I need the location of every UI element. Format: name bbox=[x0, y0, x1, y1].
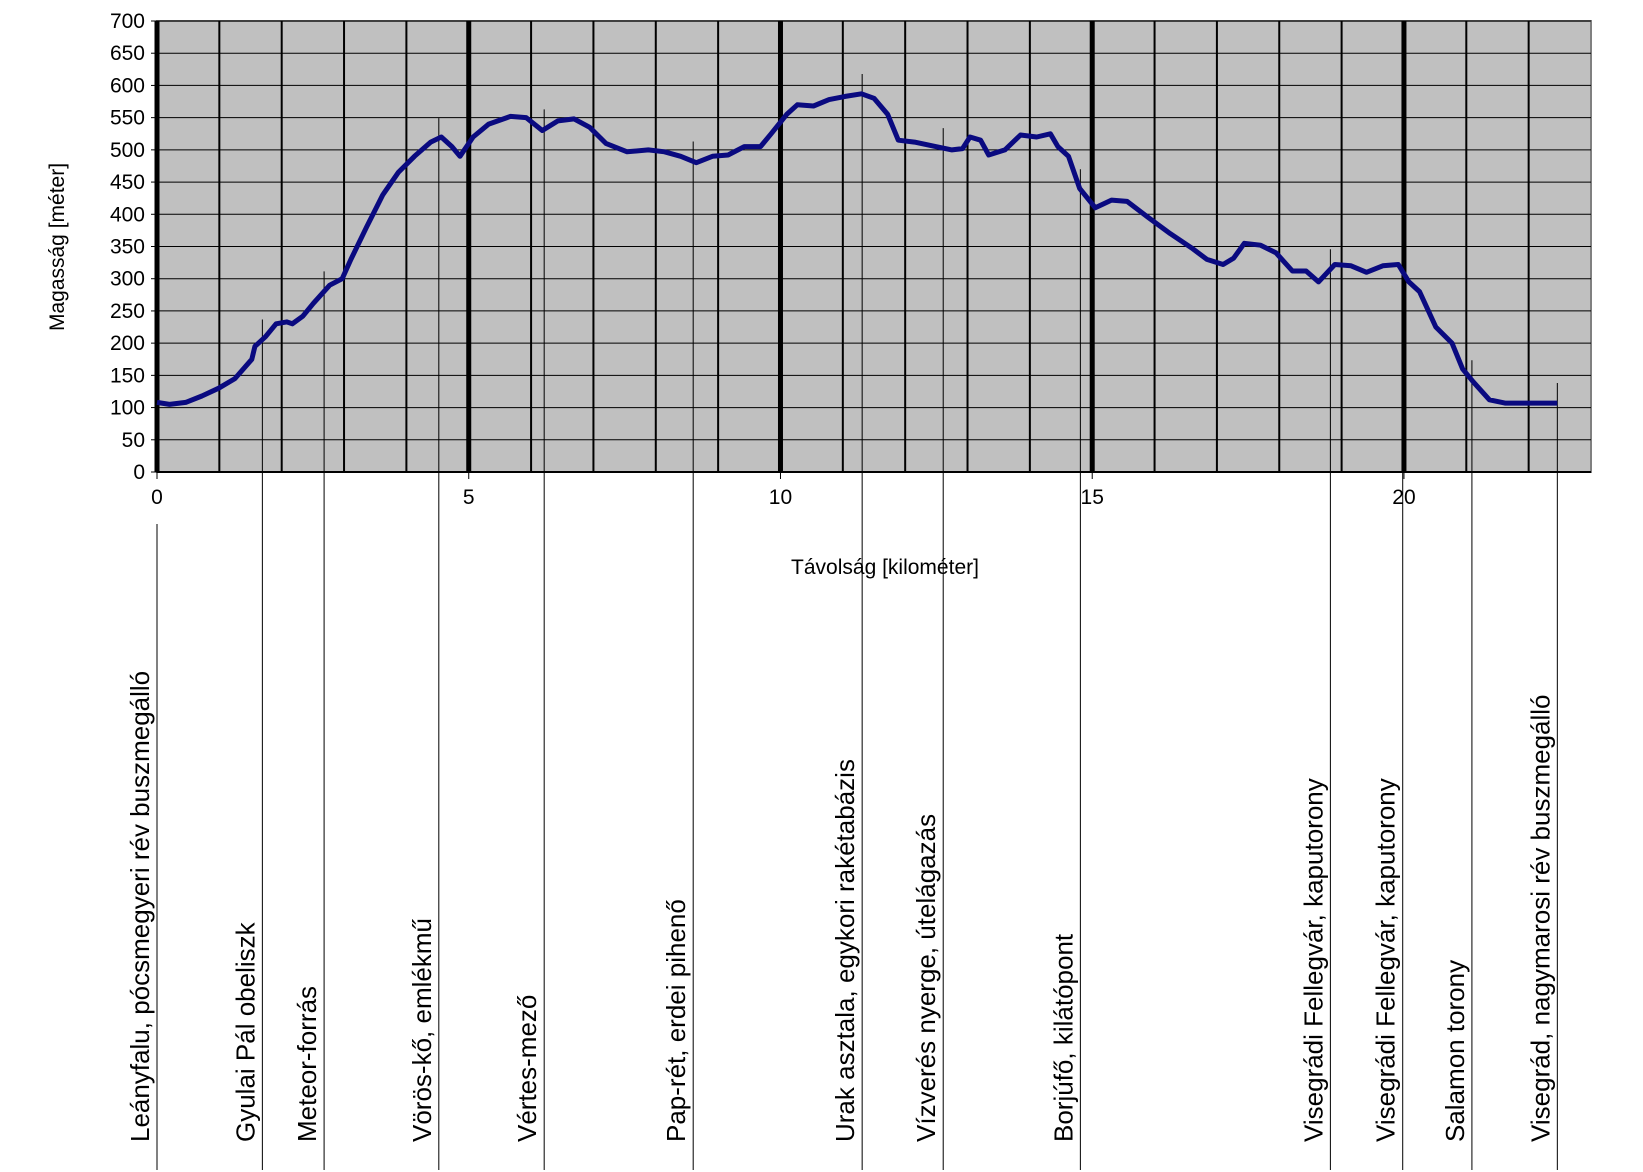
landmark-label: Visegrádi Fellegvár, kaputorony bbox=[1298, 778, 1328, 1142]
elevation-line bbox=[156, 91, 1558, 407]
y-tick-label: 250 bbox=[110, 300, 145, 323]
y-axis-title: Magasság [méter] bbox=[46, 163, 69, 331]
x-tick-label: 5 bbox=[463, 486, 475, 509]
x-tick-label: 20 bbox=[1392, 486, 1415, 509]
y-tick-label: 150 bbox=[110, 364, 145, 387]
y-tick-label: 100 bbox=[110, 397, 145, 420]
y-tick-label: 600 bbox=[110, 74, 145, 97]
y-tick-label: 300 bbox=[110, 268, 145, 291]
x-axis-title: Távolság [kilométer] bbox=[791, 556, 979, 579]
y-tick-label: 200 bbox=[110, 332, 145, 355]
landmark-label: Vörös-kő, emlékmű bbox=[407, 918, 437, 1142]
y-tick-label: 0 bbox=[133, 461, 145, 484]
landmark-label: Vértes-mező bbox=[512, 995, 542, 1142]
y-tick-label: 400 bbox=[110, 203, 145, 226]
x-tick-label: 0 bbox=[151, 486, 163, 509]
x-tick-label: 10 bbox=[769, 486, 792, 509]
landmark-label: Vízverés nyerge, útelágazás bbox=[911, 814, 941, 1142]
y-tick-label: 650 bbox=[110, 42, 145, 65]
landmark-label: Meteor-forrás bbox=[292, 986, 322, 1142]
y-tick-label: 50 bbox=[122, 429, 145, 452]
y-tick-label: 350 bbox=[110, 236, 145, 259]
y-tick-label: 550 bbox=[110, 107, 145, 130]
landmark-label: Leányfalu, pócsmegyeri rév buszmegálló bbox=[125, 671, 155, 1142]
landmark-label: Visegrádi Fellegvár, kaputorony bbox=[1371, 778, 1401, 1142]
landmark-label: Visegrád, nagymarosi rév buszmegálló bbox=[1525, 694, 1555, 1142]
landmark-label: Gyulai Pál obeliszk bbox=[230, 921, 260, 1142]
landmark-label: Salamon torony bbox=[1440, 960, 1470, 1142]
landmark-label: Borjúfő, kilátópont bbox=[1048, 933, 1078, 1142]
landmark-label: Urak asztala, egykori rakétabázis bbox=[830, 759, 860, 1142]
y-tick-label: 500 bbox=[110, 139, 145, 162]
x-tick-label: 15 bbox=[1081, 486, 1104, 509]
y-tick-label: 700 bbox=[110, 10, 145, 33]
y-tick-label: 450 bbox=[110, 171, 145, 194]
landmark-label: Pap-rét, erdei pihenő bbox=[661, 899, 691, 1142]
